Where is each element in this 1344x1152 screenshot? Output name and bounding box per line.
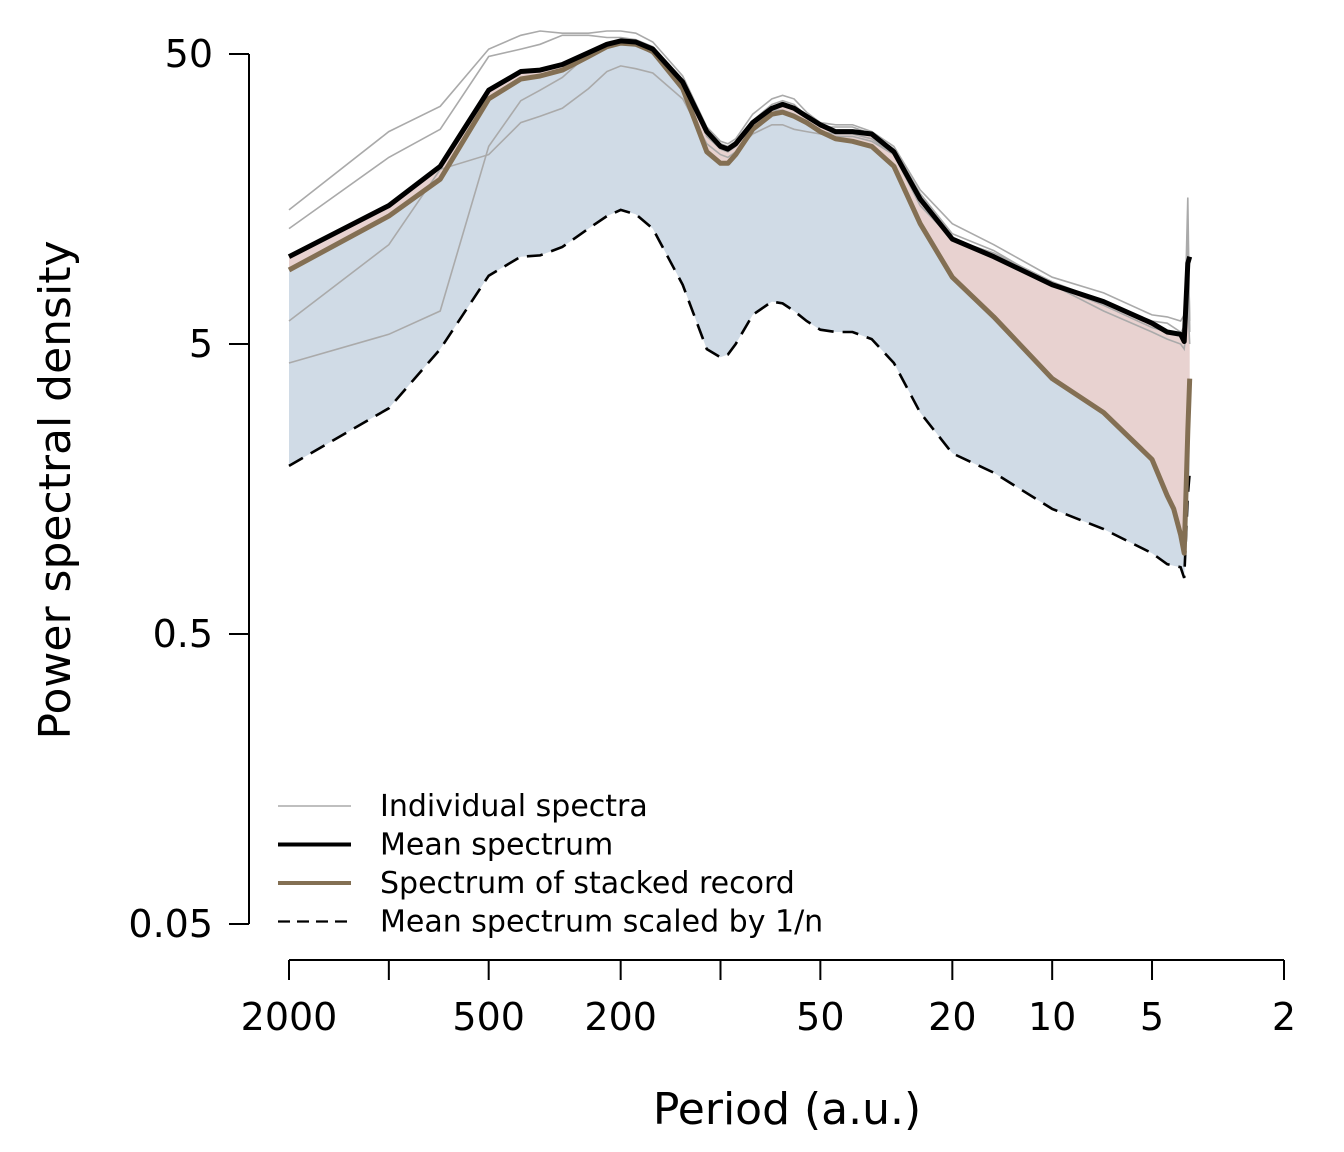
legend-label-scaled: Mean spectrum scaled by 1/n (380, 905, 823, 940)
legend: Individual spectra Mean spectrumSpectrum … (278, 789, 823, 940)
y-tick-label: 0.5 (153, 612, 213, 656)
x-tick-label: 2000 (241, 995, 338, 1039)
shaded-regions (289, 40, 1190, 579)
y-tick-label: 5 (189, 322, 213, 366)
individual-spectrum-line-3 (288, 65, 1191, 352)
x-tick-label: 5 (1140, 995, 1164, 1039)
individual-spectrum-line-2 (288, 34, 1191, 336)
legend-label-mean: Mean spectrum (380, 828, 613, 863)
stacked-spectrum-line (287, 40, 1193, 556)
y-axis: 0.05 0.5 5 50 (128, 32, 250, 946)
lower-shaded-region (289, 43, 1190, 579)
x-tick-label: 50 (796, 995, 844, 1039)
legend-label-individual: Individual spectra (380, 789, 648, 824)
mean-spectrum-line (287, 38, 1193, 344)
y-tick-label: 0.05 (128, 902, 213, 946)
y-axis-title: Power spectral density (30, 241, 81, 740)
x-tick-label: 200 (584, 995, 657, 1039)
x-axis-title: Period (a.u.) (653, 1084, 921, 1135)
x-tick-label: 10 (1028, 995, 1076, 1039)
individual-spectrum-line-1 (288, 30, 1191, 322)
x-tick-label: 500 (452, 995, 525, 1039)
upper-shaded-region (289, 40, 1190, 554)
legend-label-stacked: Spectrum of stacked record (380, 866, 795, 901)
x-axis: 2000 500 200 50 20 10 5 2 (241, 959, 1296, 1039)
scaled-spectrum-line (288, 208, 1191, 579)
x-tick-label: 20 (928, 995, 976, 1039)
x-tick-label: 2 (1272, 995, 1296, 1039)
main-series-lines (287, 38, 1193, 579)
y-tick-label: 50 (165, 32, 213, 76)
